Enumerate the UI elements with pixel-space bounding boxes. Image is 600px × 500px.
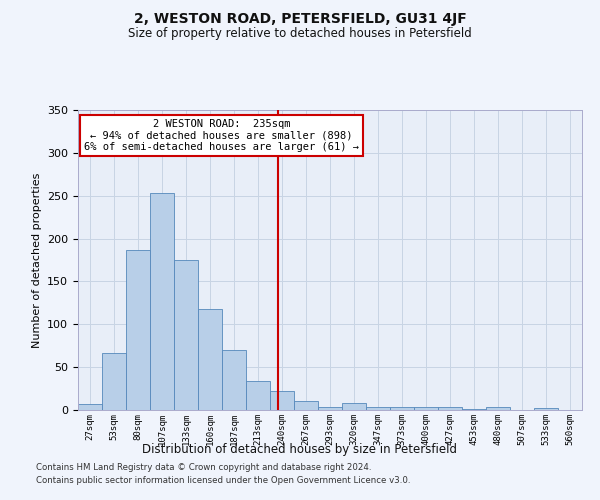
Bar — [294, 402, 318, 410]
Bar — [414, 406, 438, 410]
Bar — [150, 193, 174, 410]
Bar — [78, 404, 102, 410]
Bar — [246, 381, 270, 410]
Bar — [366, 406, 390, 410]
Bar — [486, 408, 510, 410]
Bar — [318, 406, 342, 410]
Bar — [342, 403, 366, 410]
Bar — [462, 409, 486, 410]
Bar — [534, 408, 558, 410]
Bar — [198, 309, 222, 410]
Text: Contains HM Land Registry data © Crown copyright and database right 2024.: Contains HM Land Registry data © Crown c… — [36, 464, 371, 472]
Bar — [390, 406, 414, 410]
Bar — [174, 260, 198, 410]
Bar — [438, 408, 462, 410]
Text: Distribution of detached houses by size in Petersfield: Distribution of detached houses by size … — [143, 442, 458, 456]
Bar — [102, 352, 126, 410]
Y-axis label: Number of detached properties: Number of detached properties — [32, 172, 41, 348]
Text: 2, WESTON ROAD, PETERSFIELD, GU31 4JF: 2, WESTON ROAD, PETERSFIELD, GU31 4JF — [134, 12, 466, 26]
Text: 2 WESTON ROAD:  235sqm
← 94% of detached houses are smaller (898)
6% of semi-det: 2 WESTON ROAD: 235sqm ← 94% of detached … — [84, 119, 359, 152]
Bar — [222, 350, 246, 410]
Bar — [126, 250, 150, 410]
Text: Contains public sector information licensed under the Open Government Licence v3: Contains public sector information licen… — [36, 476, 410, 485]
Text: Size of property relative to detached houses in Petersfield: Size of property relative to detached ho… — [128, 28, 472, 40]
Bar — [270, 391, 294, 410]
